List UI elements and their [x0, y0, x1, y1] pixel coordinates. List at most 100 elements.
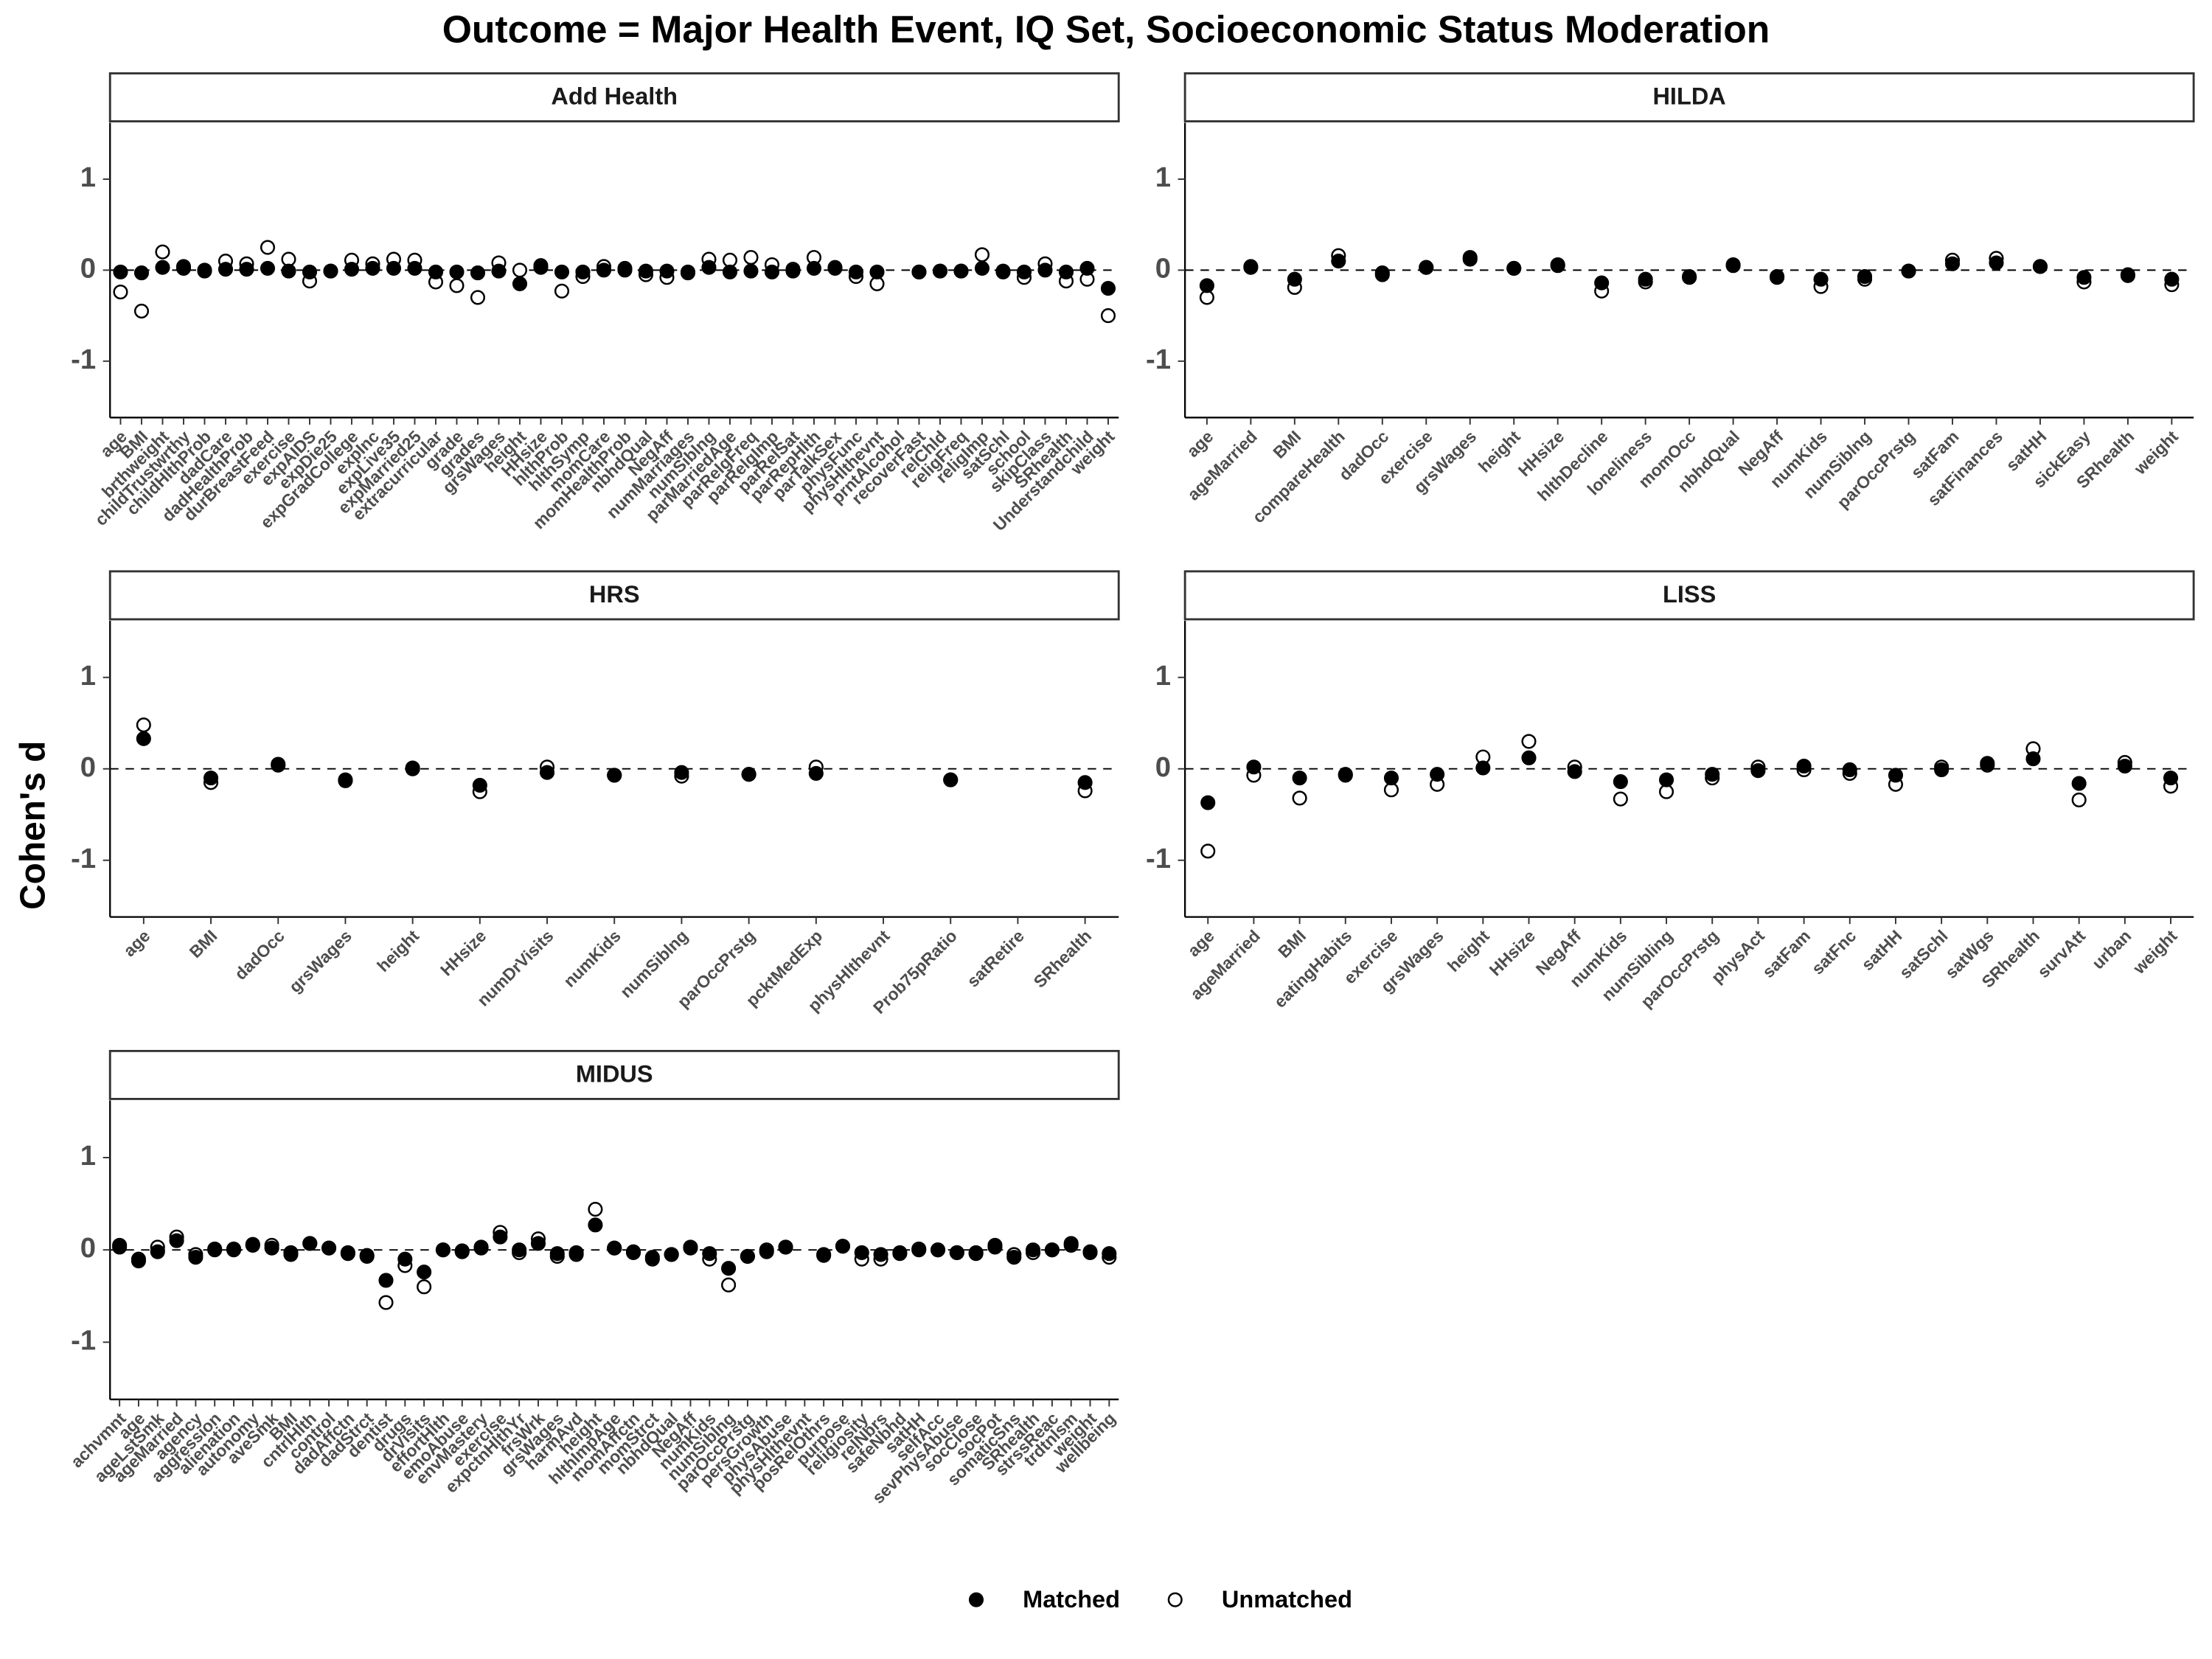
data-point	[644, 1250, 660, 1265]
data-point	[607, 1240, 622, 1256]
data-point	[1292, 771, 1307, 786]
data-point	[417, 1265, 432, 1280]
data-point	[2117, 758, 2132, 774]
data-point	[625, 1244, 641, 1259]
data-point	[987, 1239, 1003, 1255]
chart-title: Outcome = Major Health Event, IQ Set, So…	[442, 8, 1770, 51]
data-point	[512, 276, 528, 291]
data-point	[1200, 844, 1216, 859]
data-point	[271, 757, 286, 772]
legend-marker	[968, 1592, 984, 1607]
data-point	[188, 1250, 204, 1265]
x-tick-label: age	[1183, 427, 1217, 461]
x-tick-label: weight	[2129, 926, 2181, 978]
data-point	[512, 1242, 527, 1258]
data-point	[1521, 734, 1537, 749]
data-point	[664, 1247, 679, 1262]
data-point	[1037, 262, 1053, 278]
data-point	[449, 264, 465, 279]
data-point	[674, 765, 689, 780]
panel-strip	[108, 72, 1120, 122]
data-point	[869, 264, 885, 279]
data-point	[1613, 774, 1628, 790]
y-tick-label: 1	[80, 660, 96, 692]
data-point	[1462, 251, 1478, 267]
y-tick-label: 1	[80, 1140, 96, 1172]
data-point	[1521, 750, 1537, 765]
x-tick-label: satFam	[1759, 926, 1814, 981]
y-tick-label: -1	[71, 843, 96, 874]
data-point	[1430, 767, 1445, 782]
data-point	[1594, 275, 1610, 291]
data-point	[338, 772, 353, 787]
data-point	[835, 1239, 851, 1254]
panel-title: HRS	[589, 581, 640, 608]
data-point	[827, 260, 843, 275]
data-point	[1374, 265, 1390, 281]
data-point	[397, 1251, 413, 1267]
legend-marker	[1167, 1592, 1183, 1607]
data-point	[778, 1239, 793, 1255]
data-point	[321, 1240, 337, 1256]
data-point	[721, 1277, 737, 1293]
data-point	[1475, 760, 1491, 776]
y-tick-label: 1	[1155, 660, 1171, 692]
data-point	[607, 768, 622, 783]
data-point	[530, 1236, 546, 1251]
data-point	[428, 264, 444, 279]
data-point	[848, 264, 864, 279]
data-point	[2164, 271, 2180, 287]
data-point	[759, 1244, 774, 1259]
data-point	[2071, 792, 2087, 807]
data-point	[344, 262, 360, 277]
data-point	[549, 1246, 565, 1262]
data-point	[1292, 790, 1307, 806]
data-point	[302, 1236, 318, 1251]
panel-strip	[108, 570, 1120, 621]
x-tick-label: dadOcc	[231, 926, 288, 984]
data-point	[454, 1244, 470, 1259]
data-point	[617, 262, 633, 278]
data-point	[659, 263, 675, 279]
data-point	[2076, 270, 2092, 285]
data-point	[1243, 260, 1259, 275]
data-point	[1980, 756, 1995, 771]
legend-label: Matched	[1023, 1586, 1120, 1613]
x-tick-label: BMI	[1274, 926, 1310, 961]
y-tick-label: 1	[80, 161, 96, 193]
data-point	[1813, 271, 1829, 287]
data-point	[340, 1246, 355, 1262]
data-point	[491, 263, 507, 279]
data-point	[133, 303, 150, 319]
data-point	[1200, 795, 1216, 810]
data-point	[974, 247, 990, 262]
data-point	[1079, 260, 1095, 276]
x-tick-label: HHsize	[437, 926, 490, 979]
data-point	[131, 1253, 146, 1269]
panel-strip	[1183, 72, 2195, 122]
data-point	[1705, 767, 1720, 782]
y-axis-label: Cohen's d	[13, 741, 52, 910]
data-point	[175, 260, 192, 276]
x-tick-label: height	[1444, 926, 1493, 975]
x-tick-label: HHsize	[1486, 926, 1539, 979]
data-point	[2163, 771, 2179, 786]
data-point	[197, 263, 212, 279]
data-point	[1026, 1242, 1041, 1258]
data-point	[493, 1229, 508, 1245]
data-point	[816, 1248, 832, 1263]
data-point	[943, 772, 959, 787]
y-tick-label: -1	[1146, 344, 1171, 375]
data-point	[702, 1246, 717, 1262]
data-point	[1044, 1242, 1060, 1258]
x-tick-label: satSchl	[1896, 926, 1952, 982]
data-point	[207, 1242, 223, 1258]
data-point	[741, 767, 757, 782]
data-point	[112, 1239, 128, 1255]
data-point	[1567, 764, 1582, 779]
data-point	[1725, 258, 1741, 274]
data-point	[365, 260, 380, 276]
data-point	[1796, 758, 1812, 774]
data-point	[1082, 1244, 1098, 1259]
panel-title: HILDA	[1652, 83, 1725, 110]
